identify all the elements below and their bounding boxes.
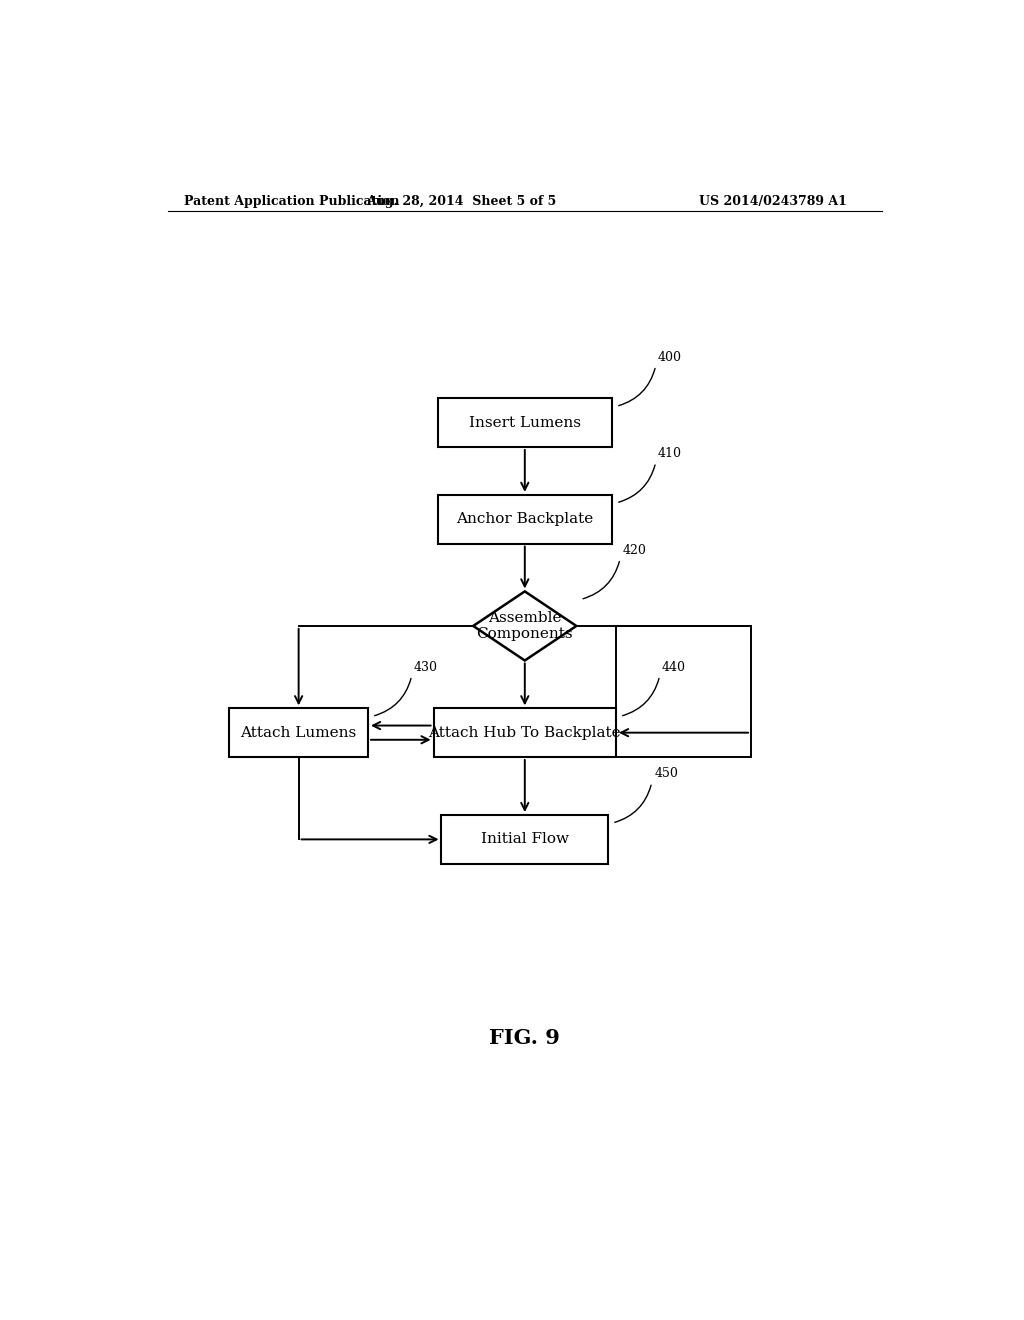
Polygon shape <box>473 591 577 660</box>
Text: 420: 420 <box>623 544 646 557</box>
Text: FIG. 9: FIG. 9 <box>489 1027 560 1048</box>
Bar <box>437 399 612 447</box>
Bar <box>437 495 612 544</box>
Text: 410: 410 <box>658 447 682 461</box>
Text: 430: 430 <box>414 661 438 673</box>
Text: Aug. 28, 2014  Sheet 5 of 5: Aug. 28, 2014 Sheet 5 of 5 <box>367 194 556 207</box>
Text: Attach Lumens: Attach Lumens <box>241 726 356 739</box>
Text: US 2014/0243789 A1: US 2014/0243789 A1 <box>699 194 847 207</box>
Text: Anchor Backplate: Anchor Backplate <box>456 512 594 527</box>
Bar <box>441 814 608 863</box>
Text: Insert Lumens: Insert Lumens <box>469 416 581 430</box>
Text: 400: 400 <box>658 351 682 364</box>
Text: Initial Flow: Initial Flow <box>481 833 568 846</box>
Text: Attach Hub To Backplate: Attach Hub To Backplate <box>428 726 622 739</box>
Bar <box>433 709 616 758</box>
Text: Patent Application Publication: Patent Application Publication <box>183 194 399 207</box>
Bar <box>616 626 751 758</box>
Bar <box>229 709 368 758</box>
Text: 450: 450 <box>654 767 678 780</box>
Text: Assemble
Components: Assemble Components <box>476 611 573 642</box>
Text: 440: 440 <box>663 661 686 673</box>
